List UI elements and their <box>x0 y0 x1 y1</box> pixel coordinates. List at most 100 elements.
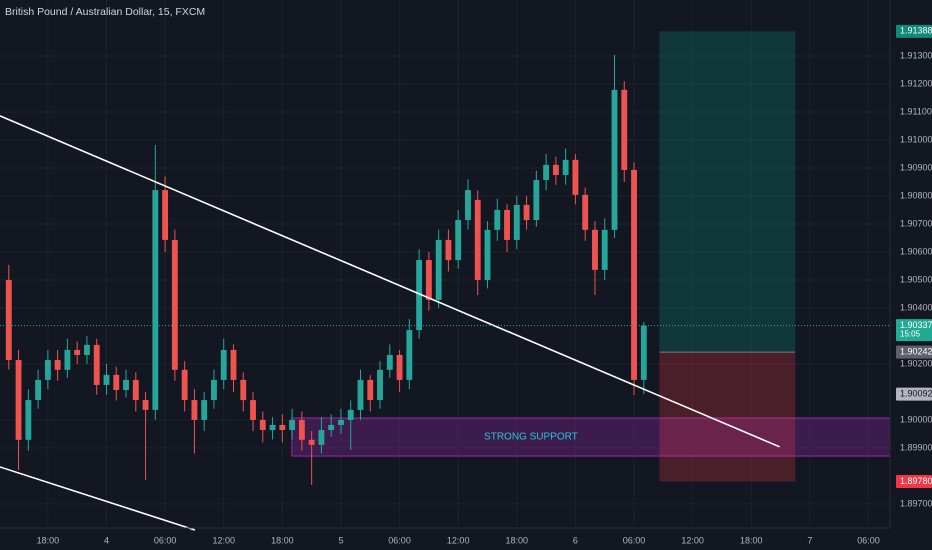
y-tick-label: 1.91300 <box>900 50 932 60</box>
y-tick-label: 1.89900 <box>900 442 932 452</box>
price-label: 1.90242 <box>900 347 932 357</box>
x-tick-label: 18:00 <box>37 535 60 545</box>
candle-body <box>377 369 383 401</box>
candle-body <box>425 260 432 300</box>
candle-body <box>621 89 628 170</box>
y-tick-label: 1.90700 <box>900 218 932 228</box>
candle-body <box>513 204 520 240</box>
candle-body <box>386 354 393 370</box>
x-tick-label: 06:00 <box>857 535 880 545</box>
trend-line <box>0 466 196 531</box>
candle-body <box>220 349 227 380</box>
x-tick-label: 18:00 <box>740 535 763 545</box>
candle-body <box>93 344 100 385</box>
price-label-box <box>896 345 932 359</box>
candle-body <box>543 164 550 181</box>
candle-body <box>113 374 120 390</box>
x-tick-label: 12:00 <box>212 535 235 545</box>
candle-body <box>455 220 462 261</box>
axes: 1.89700 1.89900 1.90000 1.90200 1.90400 1.905… <box>37 24 932 545</box>
candle-body <box>289 419 296 431</box>
price-label-box <box>896 475 932 489</box>
candle-body <box>5 279 12 361</box>
candle-body <box>64 349 71 370</box>
candle-body <box>181 369 188 401</box>
price-axis <box>890 0 932 550</box>
candle-body <box>582 194 589 230</box>
candle-body <box>552 164 559 175</box>
candle-body <box>162 190 169 240</box>
support-zone <box>291 417 891 457</box>
y-tick-label: 1.89700 <box>900 498 932 508</box>
candle-body <box>601 229 608 270</box>
trend-line <box>0 115 780 448</box>
price-label: 1.91388 <box>900 26 932 36</box>
candle-body <box>445 239 452 261</box>
candle-body <box>298 419 305 440</box>
candle-body <box>338 419 344 425</box>
y-tick-label: 1.91100 <box>900 106 932 116</box>
candle-body <box>504 209 510 240</box>
candle-body <box>592 229 598 270</box>
x-tick-label: 6 <box>573 535 578 545</box>
price-label: 1.90337 <box>900 320 932 330</box>
candle-body <box>640 325 647 380</box>
candle-body <box>201 400 208 420</box>
candle-body <box>171 239 178 370</box>
y-tick-label: 1.90000 <box>900 414 932 424</box>
loss-zone <box>659 352 796 482</box>
candle-body <box>211 379 217 401</box>
profit-zone <box>659 31 796 353</box>
price-label: 1.89780 <box>900 476 932 486</box>
candle-body <box>54 360 61 370</box>
candle-body <box>142 400 149 410</box>
candle-body <box>357 379 364 410</box>
x-tick-label: 4 <box>104 535 109 545</box>
candle-body <box>132 379 139 401</box>
candle-body <box>230 349 237 380</box>
x-tick-label: 5 <box>338 535 343 545</box>
x-tick-label: 06:00 <box>388 535 411 545</box>
candle-body <box>406 330 413 380</box>
candle-body <box>269 424 276 431</box>
candle-body <box>562 159 569 175</box>
candle-body <box>308 439 315 445</box>
candle-body <box>279 424 286 431</box>
candle-body <box>523 204 530 221</box>
y-tick-label: 1.91000 <box>900 134 932 144</box>
y-tick-label: 1.90900 <box>900 162 932 172</box>
price-label: 1.90092 <box>900 389 932 399</box>
y-tick-label: 1.90400 <box>900 302 932 312</box>
candle-body <box>631 169 637 380</box>
x-tick-label: 12:00 <box>681 535 704 545</box>
chart-title: British Pound / Australian Dollar, 15, F… <box>5 6 205 18</box>
x-tick-label: 12:00 <box>447 535 470 545</box>
candle-body <box>123 379 129 390</box>
candle-body <box>494 209 501 230</box>
candle-body <box>328 424 335 431</box>
candle-body <box>84 344 90 355</box>
y-tick-label: 1.91200 <box>900 78 932 88</box>
price-label-box <box>896 387 932 401</box>
y-tick-label: 1.90500 <box>900 274 932 284</box>
price-label-box <box>896 319 932 342</box>
candle-body <box>474 199 481 280</box>
candle-body <box>533 180 540 221</box>
x-tick-label: 06:00 <box>623 535 646 545</box>
candle-body <box>318 430 325 445</box>
candle-body <box>484 229 491 280</box>
candle-body <box>44 360 51 380</box>
candle-body <box>347 409 354 420</box>
candle-body <box>103 374 110 385</box>
candle-body <box>74 349 81 355</box>
candle-body <box>250 400 256 420</box>
candle-body <box>259 419 266 431</box>
price-label-box <box>896 24 932 38</box>
candle-body <box>611 89 618 230</box>
candle-body <box>191 400 198 420</box>
candle-body <box>240 379 247 401</box>
x-tick-label: 18:00 <box>506 535 529 545</box>
candle-body <box>572 159 579 195</box>
candle-body <box>35 379 42 401</box>
